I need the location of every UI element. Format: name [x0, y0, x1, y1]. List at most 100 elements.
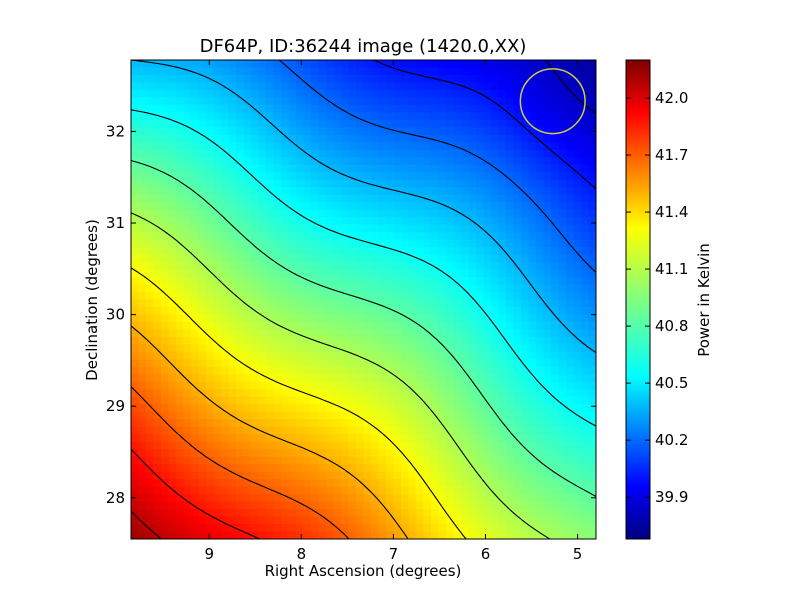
heatmap-cell — [288, 262, 297, 271]
heatmap-cell — [438, 60, 447, 69]
heatmap-cell — [243, 217, 252, 226]
heatmap-cell — [131, 97, 140, 106]
heatmap-cell — [131, 209, 140, 218]
heatmap-cell — [348, 89, 357, 99]
heatmap-cell — [326, 509, 335, 518]
heatmap-cell — [341, 82, 350, 91]
heatmap-cell — [206, 351, 215, 360]
heatmap-cell — [191, 97, 200, 106]
heatmap-cell — [416, 134, 425, 143]
heatmap-cell — [393, 411, 402, 420]
heatmap-cell — [258, 82, 267, 91]
heatmap-cell — [393, 67, 402, 76]
heatmap-cell — [333, 179, 342, 188]
heatmap-cell — [491, 336, 500, 345]
heatmap-cell — [536, 321, 545, 331]
heatmap-cell — [408, 419, 417, 428]
heatmap-cell — [363, 314, 372, 323]
heatmap-cell — [476, 411, 485, 420]
heatmap-cell — [191, 479, 200, 488]
heatmap-cell — [588, 516, 596, 525]
heatmap-cell — [393, 224, 402, 233]
heatmap-cell — [431, 89, 440, 99]
heatmap-cell — [521, 172, 530, 181]
heatmap-cell — [528, 381, 537, 390]
heatmap-cell — [191, 247, 200, 256]
heatmap-cell — [326, 434, 335, 443]
heatmap-cell — [281, 344, 290, 353]
heatmap-cell — [296, 486, 305, 495]
heatmap-cell — [423, 344, 432, 353]
heatmap-cell — [341, 232, 350, 241]
heatmap-cell — [198, 471, 207, 480]
heatmap-cell — [363, 194, 372, 203]
heatmap-cell — [131, 381, 140, 390]
heatmap-cell — [363, 269, 372, 278]
heatmap-cell — [513, 262, 522, 271]
heatmap-cell — [236, 426, 245, 435]
heatmap-cell — [528, 89, 537, 99]
heatmap-cell — [191, 396, 200, 405]
heatmap-cell — [213, 142, 222, 151]
heatmap-cell — [416, 97, 425, 106]
heatmap-cell — [273, 277, 282, 286]
heatmap-cell — [431, 351, 440, 360]
heatmap-cell — [296, 336, 305, 345]
heatmap-cell — [296, 97, 305, 106]
heatmap-cell — [356, 247, 365, 256]
heatmap-cell — [371, 366, 380, 375]
heatmap-cell — [581, 336, 590, 345]
heatmap-cell — [506, 179, 515, 188]
heatmap-cell — [558, 329, 567, 338]
heatmap-cell — [566, 381, 575, 390]
heatmap-cell — [228, 97, 237, 106]
heatmap-cell — [588, 284, 596, 293]
heatmap-cell — [251, 471, 260, 480]
heatmap-cell — [528, 306, 537, 316]
heatmap-cell — [176, 179, 185, 188]
heatmap-cell — [296, 531, 305, 539]
heatmap-cell — [401, 479, 410, 488]
heatmap-cell — [506, 501, 515, 510]
heatmap-cell — [153, 336, 162, 345]
heatmap-cell — [333, 494, 342, 503]
heatmap-cell — [228, 149, 237, 158]
heatmap-cell — [393, 149, 402, 158]
heatmap-cell — [566, 194, 575, 203]
heatmap-cell — [191, 104, 200, 113]
heatmap-cell — [566, 262, 575, 271]
heatmap-cell — [326, 381, 335, 390]
heatmap-cell — [326, 202, 335, 211]
heatmap-cell — [423, 164, 432, 173]
heatmap-cell — [326, 359, 335, 368]
heatmap-cell — [206, 60, 215, 69]
heatmap-cell — [356, 486, 365, 495]
heatmap-cell — [266, 381, 275, 390]
heatmap-cell — [183, 344, 192, 353]
heatmap-cell — [176, 419, 185, 428]
heatmap-cell — [183, 254, 192, 263]
heatmap-cell — [371, 179, 380, 188]
heatmap-cell — [498, 494, 507, 503]
heatmap-cell — [168, 74, 177, 84]
heatmap-cell — [416, 531, 425, 539]
heatmap-cell — [318, 224, 327, 233]
heatmap-cell — [401, 232, 410, 241]
heatmap-cell — [573, 336, 582, 345]
heatmap-cell — [161, 329, 170, 338]
heatmap-cell — [281, 366, 290, 375]
heatmap-cell — [468, 104, 477, 113]
heatmap-cell — [326, 232, 335, 241]
heatmap-cell — [461, 486, 470, 495]
heatmap-cell — [311, 247, 320, 256]
heatmap-cell — [326, 389, 335, 398]
heatmap-cell — [236, 329, 245, 338]
heatmap-cell — [386, 336, 395, 345]
heatmap-cell — [191, 516, 200, 525]
heatmap-cell — [348, 426, 357, 435]
heatmap-cell — [281, 486, 290, 495]
heatmap-cell — [198, 479, 207, 488]
heatmap-cell — [258, 314, 267, 323]
heatmap-cell — [498, 441, 507, 450]
